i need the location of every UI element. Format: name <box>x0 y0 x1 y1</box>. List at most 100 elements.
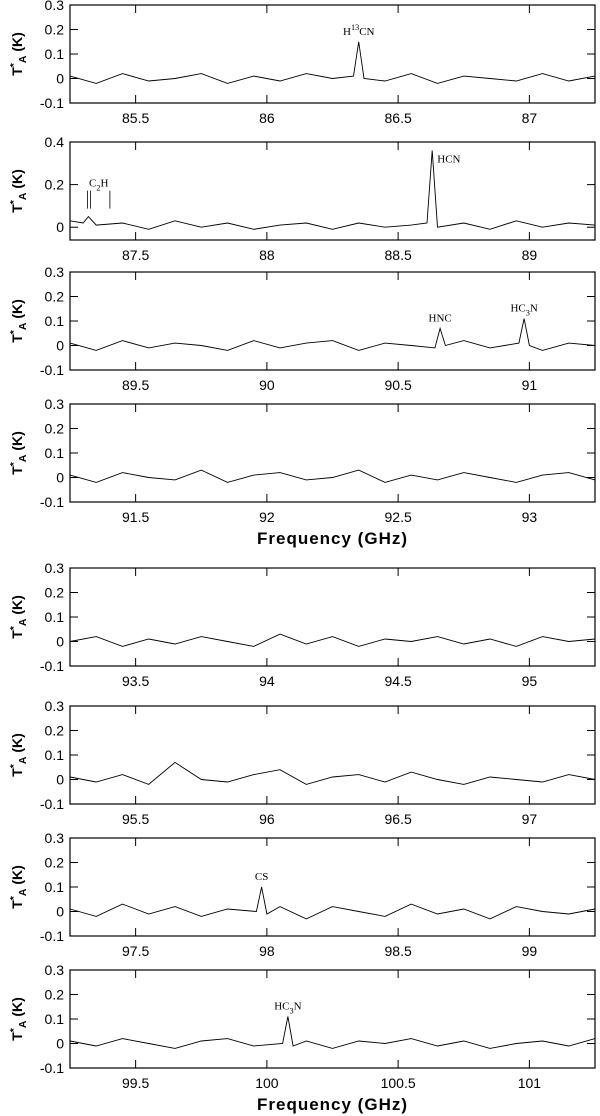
x-tick-label: 93.5 <box>122 673 149 689</box>
y-axis-label: T*A (K) <box>8 32 29 76</box>
text-part: (K) <box>9 32 25 55</box>
x-tick-label: 88 <box>259 247 275 263</box>
spectrum-line <box>69 633 596 647</box>
x-tick-label: 86.5 <box>385 110 412 126</box>
text-part: 3 <box>526 309 530 318</box>
y-axis-label: T*A (K) <box>8 299 29 343</box>
y-tick-label: 0.2 <box>45 22 65 38</box>
y-axis-label: T*A (K) <box>8 169 29 213</box>
y-tick-label: 0 <box>56 1036 64 1052</box>
y-tick-label: 0 <box>56 904 64 920</box>
text-part: C <box>89 178 96 190</box>
text-part: N <box>530 303 538 315</box>
plot-frame <box>69 403 596 503</box>
text-part: * <box>8 62 20 67</box>
y-tick-label: 0.1 <box>45 609 65 625</box>
annotation: HCN <box>437 154 460 166</box>
y-axis-label: T*A (K) <box>8 997 29 1041</box>
y-tick-label: -0.1 <box>40 1060 64 1076</box>
x-axis-label: Frequency (GHz) <box>257 1095 408 1114</box>
y-tick-label: -0.1 <box>40 658 64 674</box>
y-tick-label: 0.1 <box>45 313 65 329</box>
text-part: 13 <box>351 23 359 32</box>
y-tick-label: 0.3 <box>45 396 65 412</box>
text-part: A <box>17 618 29 626</box>
x-tick-label: 91 <box>522 377 538 393</box>
text-part: A <box>17 756 29 764</box>
y-tick-label: -0.1 <box>40 494 64 510</box>
x-tick-label: 99 <box>522 943 538 959</box>
text-part: T <box>9 768 25 777</box>
text-part: T <box>9 334 25 343</box>
y-tick-label: 0.1 <box>45 1011 65 1027</box>
y-tick-label: 0.1 <box>45 747 65 763</box>
annotation: HC3N <box>274 1001 301 1016</box>
text-part: CS <box>255 871 268 883</box>
spectrum-line <box>69 150 596 230</box>
x-tick-label: 100 <box>255 1075 279 1091</box>
text-part: A <box>17 888 29 896</box>
text-part: (K) <box>9 169 25 192</box>
y-tick-label: 0.2 <box>45 289 65 305</box>
text-part: T <box>9 1032 25 1041</box>
y-tick-label: 0.3 <box>45 962 65 978</box>
y-tick-label: 0.3 <box>45 560 65 576</box>
x-tick-label: 90 <box>259 377 275 393</box>
spectrum-line <box>69 886 596 920</box>
text-part: 2 <box>96 184 100 193</box>
x-tick-label: 95.5 <box>122 811 149 827</box>
text-part: HNC <box>429 312 452 324</box>
y-tick-label: 0 <box>56 71 64 87</box>
text-part: HCN <box>437 154 460 166</box>
text-part: * <box>8 625 20 630</box>
text-part: (K) <box>9 299 25 322</box>
y-tick-label: 0 <box>56 470 64 486</box>
plot-frame <box>69 705 596 805</box>
text-part: * <box>8 329 20 334</box>
x-tick-label: 88.5 <box>385 247 412 263</box>
text-part: T <box>9 466 25 475</box>
text-part: A <box>17 192 29 200</box>
x-tick-label: 90.5 <box>385 377 412 393</box>
y-tick-label: 0 <box>56 338 64 354</box>
text-part: * <box>8 895 20 900</box>
text-part: T <box>9 630 25 639</box>
spectrum-line <box>69 41 596 84</box>
y-tick-label: 0.3 <box>45 698 65 714</box>
text-part: (K) <box>9 733 25 756</box>
y-tick-label: 0 <box>56 634 64 650</box>
text-part: * <box>8 199 20 204</box>
x-tick-label: 101 <box>518 1075 542 1091</box>
annotation: HC3N <box>510 303 537 318</box>
x-tick-label: 96 <box>259 811 275 827</box>
y-tick-label: 0.2 <box>45 421 65 437</box>
text-part: (K) <box>9 865 25 888</box>
x-tick-label: 94.5 <box>385 673 412 689</box>
text-part: * <box>8 763 20 768</box>
y-tick-label: -0.1 <box>40 95 64 111</box>
x-tick-label: 91.5 <box>122 509 149 525</box>
text-part: T <box>9 204 25 213</box>
x-tick-label: 89.5 <box>122 377 149 393</box>
plot-frame <box>69 969 596 1069</box>
text-part: (K) <box>9 431 25 454</box>
text-part: HC <box>510 303 525 315</box>
text-part: A <box>17 454 29 462</box>
text-part: CN <box>359 26 374 38</box>
y-tick-label: 0.1 <box>45 879 65 895</box>
x-tick-label: 97 <box>522 811 538 827</box>
y-axis-label: T*A (K) <box>8 733 29 777</box>
y-tick-label: 0.4 <box>45 134 65 150</box>
y-tick-label: 0.3 <box>45 830 65 846</box>
y-axis-label: T*A (K) <box>8 865 29 909</box>
text-part: A <box>17 1020 29 1028</box>
plot-frame <box>69 271 596 371</box>
y-axis-label: T*A (K) <box>8 431 29 475</box>
text-part: A <box>17 55 29 63</box>
x-tick-label: 98 <box>259 943 275 959</box>
text-part: H <box>343 26 351 38</box>
y-tick-label: 0.3 <box>45 0 65 13</box>
plot-frame <box>69 141 596 241</box>
y-tick-label: 0.1 <box>45 445 65 461</box>
